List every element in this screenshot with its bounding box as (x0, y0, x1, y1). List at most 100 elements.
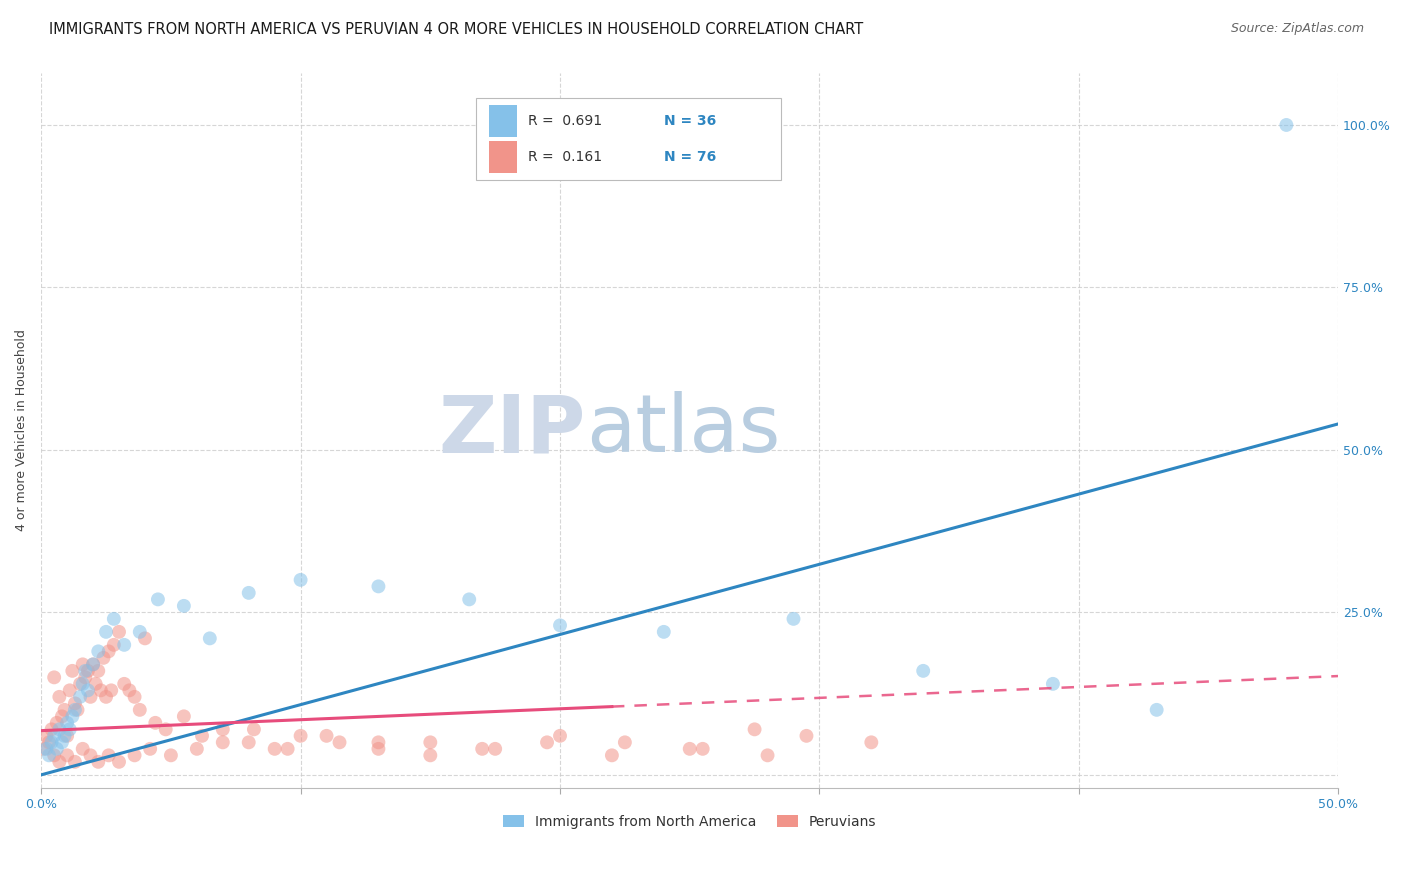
Point (41, 723, 63, 737)
Point (56, 748, 79, 763)
Point (173, 599, 195, 613)
Point (471, 742, 494, 756)
Point (548, 729, 571, 743)
Point (97, 644, 120, 658)
Point (128, 703, 150, 717)
Point (48, 690, 70, 704)
Point (97, 748, 120, 763)
Point (782, 612, 804, 626)
Point (679, 742, 702, 756)
Point (41, 735, 63, 749)
Text: atlas: atlas (586, 392, 780, 469)
Y-axis label: 4 or more Vehicles in Household: 4 or more Vehicles in Household (15, 329, 28, 532)
Point (44, 748, 66, 763)
Point (744, 723, 766, 737)
Point (103, 638, 125, 652)
Point (484, 742, 506, 756)
Point (1146, 703, 1168, 717)
Point (198, 632, 221, 646)
Point (243, 723, 266, 737)
Point (860, 735, 883, 749)
Point (692, 742, 714, 756)
Point (108, 624, 131, 639)
Point (367, 579, 389, 593)
Point (72, 742, 94, 756)
Text: ZIP: ZIP (439, 392, 586, 469)
Text: R =  0.691: R = 0.691 (527, 114, 602, 128)
Point (45, 742, 67, 756)
FancyBboxPatch shape (475, 98, 780, 180)
Text: IMMIGRANTS FROM NORTH AMERICA VS PERUVIAN 4 OR MORE VEHICLES IN HOUSEHOLD CORREL: IMMIGRANTS FROM NORTH AMERICA VS PERUVIA… (49, 22, 863, 37)
Point (756, 748, 779, 763)
Point (35, 742, 58, 756)
Point (211, 723, 233, 737)
Point (82, 657, 104, 672)
Point (186, 742, 208, 756)
Point (112, 638, 135, 652)
Point (45, 715, 67, 730)
Point (600, 748, 623, 763)
Point (56, 715, 79, 730)
Point (134, 632, 156, 646)
Point (100, 683, 122, 698)
Point (139, 742, 162, 756)
Point (84, 677, 107, 691)
Point (75, 664, 97, 678)
Point (51, 709, 73, 723)
Point (419, 735, 441, 749)
Point (1042, 677, 1064, 691)
Point (108, 755, 131, 769)
Point (124, 690, 146, 704)
Point (87, 664, 110, 678)
Point (263, 742, 285, 756)
Point (87, 644, 110, 658)
Point (103, 612, 125, 626)
Point (419, 748, 441, 763)
Point (112, 677, 135, 691)
Point (796, 729, 818, 743)
Point (56, 729, 79, 743)
Point (77, 664, 100, 678)
Point (367, 742, 389, 756)
Point (277, 742, 299, 756)
Point (290, 573, 312, 587)
Point (44, 670, 66, 684)
Point (75, 670, 97, 684)
Point (60, 709, 83, 723)
Text: N = 76: N = 76 (664, 150, 716, 163)
Point (69, 677, 91, 691)
Point (66, 703, 89, 717)
Text: N = 36: N = 36 (664, 114, 716, 128)
Point (93, 651, 115, 665)
Bar (489, 141, 517, 173)
Point (63, 703, 86, 717)
Point (912, 664, 935, 678)
Point (63, 697, 86, 711)
Point (72, 677, 94, 691)
Bar (489, 104, 517, 137)
Text: R =  0.161: R = 0.161 (527, 150, 602, 163)
Point (315, 729, 337, 743)
Point (155, 723, 177, 737)
Point (87, 755, 110, 769)
Point (38, 735, 60, 749)
Point (53, 729, 76, 743)
Legend: Immigrants from North America, Peruvians: Immigrants from North America, Peruvians (498, 809, 882, 835)
Point (160, 748, 183, 763)
Point (173, 709, 195, 723)
Point (48, 755, 70, 769)
Point (146, 592, 169, 607)
Point (128, 624, 150, 639)
Point (211, 735, 233, 749)
Point (32, 742, 55, 756)
Point (90, 683, 112, 698)
Point (191, 729, 214, 743)
Point (35, 729, 58, 743)
Point (367, 735, 389, 749)
Point (94, 690, 117, 704)
Point (328, 735, 350, 749)
Point (77, 683, 100, 698)
Point (38, 748, 60, 763)
Point (548, 618, 571, 632)
Point (59, 683, 82, 698)
